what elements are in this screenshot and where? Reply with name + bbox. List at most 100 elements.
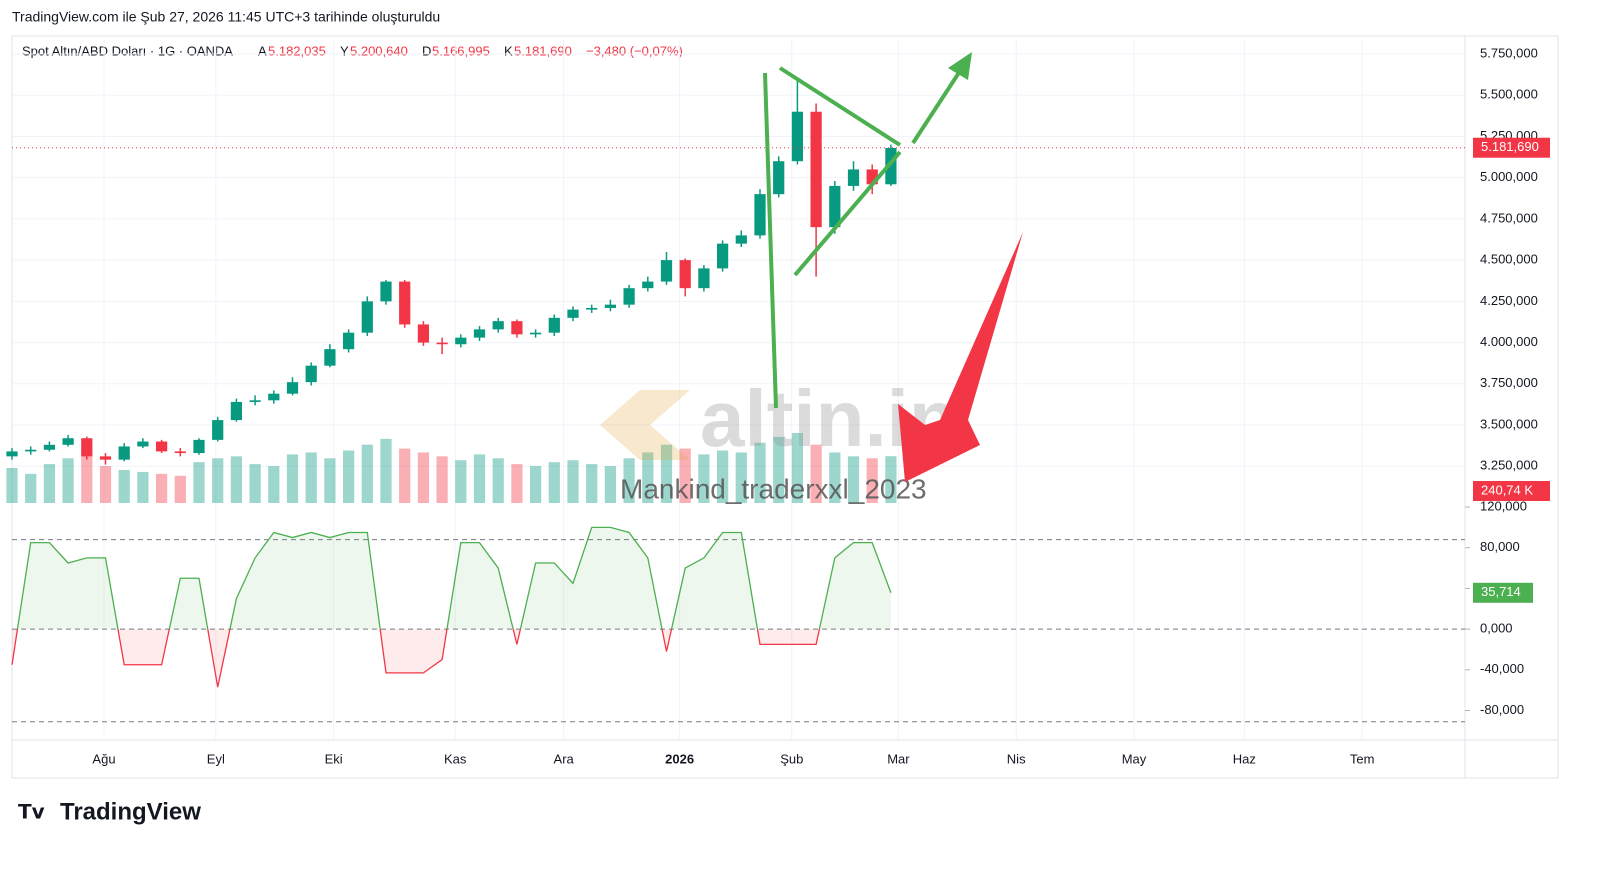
candle-body bbox=[586, 307, 598, 310]
volume-bar bbox=[230, 456, 243, 503]
x-tick-label: Tem bbox=[1350, 751, 1375, 766]
candle-body bbox=[511, 321, 523, 335]
candle-body bbox=[847, 169, 860, 186]
legend-value: 5.200,640 bbox=[350, 43, 408, 58]
volume-bar bbox=[679, 448, 691, 503]
legend-value: 5.181,690 bbox=[514, 43, 572, 58]
volume-bar bbox=[642, 452, 654, 503]
volume-bar bbox=[43, 464, 56, 503]
y-tick-label: 3.250,000 bbox=[1480, 458, 1538, 473]
volume-bar bbox=[155, 473, 168, 503]
volume-bar bbox=[623, 458, 635, 503]
y-tick-label: 4.000,000 bbox=[1480, 334, 1538, 349]
candle-body bbox=[529, 332, 542, 335]
brand-icon: 𝗧𝘃 bbox=[18, 801, 45, 823]
volume-bar bbox=[324, 458, 336, 503]
volume-bar bbox=[99, 466, 112, 503]
candle-body bbox=[118, 446, 130, 460]
volume-bar bbox=[455, 460, 467, 503]
osc-tick-label: 120,000 bbox=[1480, 498, 1527, 513]
osc-label-box bbox=[1473, 582, 1533, 603]
volume-bar bbox=[847, 456, 860, 503]
volume-bar bbox=[604, 466, 617, 503]
down-arrow bbox=[898, 232, 1023, 482]
candle-body bbox=[81, 438, 93, 457]
x-tick-label: May bbox=[1122, 751, 1147, 766]
ohlc-legend: A 5.182,035 Y 5.200,640 D 5.166,995 K 5.181,690… bbox=[258, 43, 683, 58]
volume-bar bbox=[118, 469, 130, 503]
legend-key: D bbox=[422, 43, 431, 58]
volume-bar bbox=[380, 438, 392, 503]
candle-body bbox=[679, 260, 691, 289]
volume-bar bbox=[810, 444, 822, 503]
candle-body bbox=[642, 281, 654, 289]
last-price-label: 5.181,690 bbox=[1481, 139, 1539, 154]
candle-body bbox=[249, 400, 261, 402]
candle-body bbox=[660, 260, 673, 282]
volume-bar bbox=[473, 454, 486, 503]
candle-body bbox=[305, 365, 317, 383]
candle-body bbox=[548, 317, 560, 333]
candle-body bbox=[230, 401, 243, 421]
osc-area-down bbox=[12, 629, 891, 688]
watermark-credit: Mankind_traderxxl_2023 bbox=[620, 473, 927, 504]
volume-bar bbox=[773, 436, 785, 503]
volume-bar bbox=[268, 466, 280, 503]
candle-body bbox=[99, 456, 112, 460]
candle-body bbox=[43, 444, 56, 450]
last-price-box bbox=[1473, 137, 1550, 158]
osc-line-down bbox=[11, 629, 821, 688]
osc-tick-label: 80,000 bbox=[1480, 539, 1520, 554]
legend-value: 5.182,035 bbox=[268, 43, 326, 58]
volume-bar bbox=[174, 475, 186, 503]
x-tick-label: 2026 bbox=[665, 751, 694, 766]
volume-bar bbox=[6, 468, 18, 503]
candle-body bbox=[716, 243, 729, 269]
frame bbox=[11, 35, 1559, 779]
volume-bar bbox=[417, 452, 430, 503]
candle-body bbox=[342, 332, 355, 350]
volume-bar bbox=[399, 448, 411, 503]
candle-body bbox=[773, 161, 785, 195]
y-tick-label: 5.750,000 bbox=[1480, 45, 1538, 60]
volume-bar bbox=[436, 456, 448, 503]
candle-body bbox=[399, 281, 411, 325]
y-tick-label: 5.000,000 bbox=[1480, 169, 1538, 184]
volume-bar bbox=[212, 458, 224, 503]
volume-bar bbox=[361, 444, 373, 503]
caption: TradingView.com ile Şub 27, 2026 11:45 U… bbox=[12, 9, 440, 25]
drawings bbox=[763, 66, 964, 409]
volume-bar bbox=[829, 452, 841, 503]
candle-body bbox=[473, 329, 486, 338]
volume-bar bbox=[885, 456, 897, 503]
candle-body bbox=[268, 393, 280, 401]
candle-body bbox=[417, 324, 430, 343]
candle-body bbox=[567, 309, 579, 318]
candle-body bbox=[810, 111, 822, 228]
candle-body bbox=[754, 194, 766, 236]
candle-body bbox=[791, 111, 804, 162]
candle-body bbox=[193, 439, 205, 454]
candle-body bbox=[25, 449, 37, 452]
candle-body bbox=[455, 337, 467, 345]
legend-value: 5.166,995 bbox=[432, 43, 490, 58]
candle-body bbox=[6, 451, 18, 457]
x-tick-label: Nis bbox=[1007, 751, 1026, 766]
symbol-title: Spot Altın/ABD Doları · 1G · OANDA bbox=[22, 43, 233, 58]
volume-bar bbox=[193, 462, 205, 503]
volume-bar bbox=[791, 433, 804, 503]
up-arrow-head bbox=[948, 52, 972, 80]
legend-change: −3,480 (−0,07%) bbox=[586, 43, 683, 58]
osc-label: 35,714 bbox=[1481, 584, 1521, 599]
candle-body bbox=[885, 148, 897, 185]
candle-body bbox=[436, 342, 448, 345]
y-tick-label: 3.750,000 bbox=[1480, 375, 1538, 390]
x-tick-label: Ağu bbox=[92, 751, 115, 766]
volume-bar bbox=[286, 454, 299, 503]
candle-body bbox=[155, 441, 168, 452]
volume-bar bbox=[492, 458, 504, 503]
candle-body bbox=[623, 288, 635, 305]
volume-bar bbox=[249, 464, 261, 503]
x-tick-label: Eyl bbox=[207, 751, 225, 766]
